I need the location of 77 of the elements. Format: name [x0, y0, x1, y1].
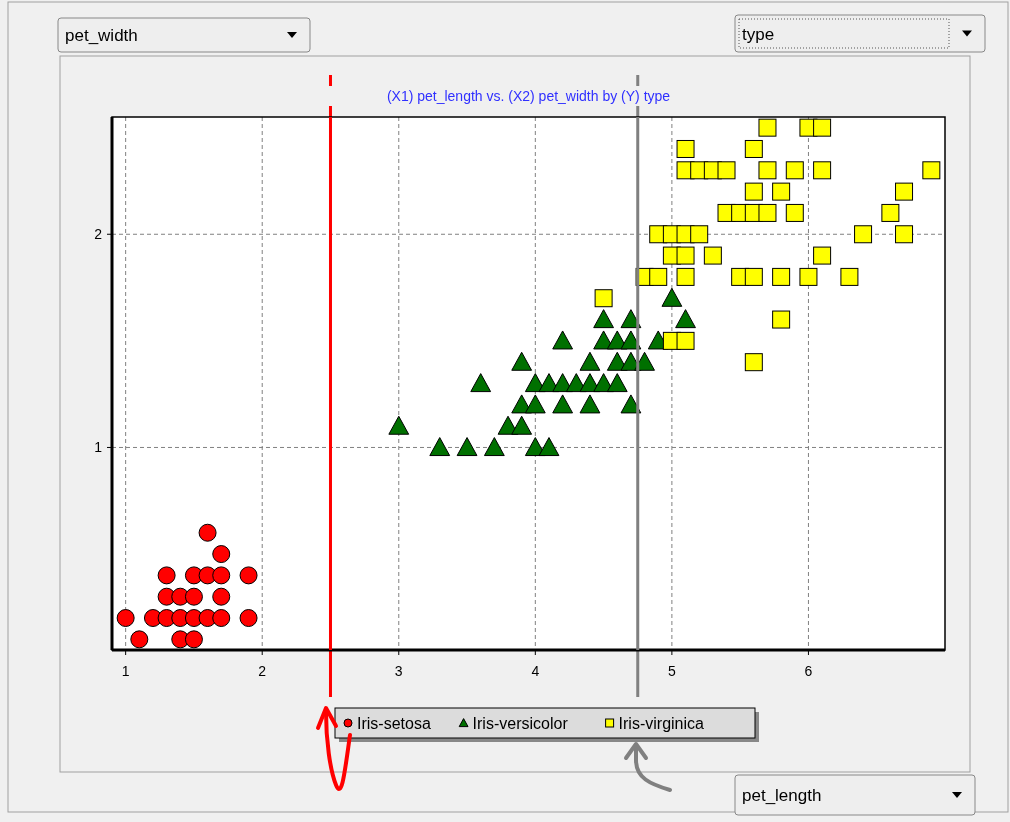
point	[594, 289, 613, 308]
point	[744, 353, 763, 372]
point	[429, 437, 451, 457]
point	[634, 351, 655, 371]
point	[895, 225, 914, 244]
point	[799, 267, 818, 286]
point	[772, 182, 791, 201]
point	[675, 309, 696, 329]
point	[813, 246, 832, 265]
point	[184, 587, 203, 606]
point	[895, 182, 914, 201]
point	[239, 609, 258, 628]
legend-label: Iris-setosa	[357, 715, 431, 732]
point	[620, 309, 642, 329]
point	[772, 267, 791, 286]
point	[620, 330, 642, 350]
point	[676, 246, 695, 265]
point	[813, 118, 832, 137]
point	[511, 351, 533, 371]
point	[717, 161, 736, 180]
point	[470, 373, 492, 393]
point	[552, 394, 574, 414]
point	[703, 246, 722, 265]
point	[854, 225, 873, 244]
point	[212, 566, 231, 585]
point	[744, 139, 763, 158]
point	[661, 287, 683, 307]
point	[620, 394, 642, 414]
point	[239, 566, 258, 585]
point	[538, 437, 560, 457]
point	[579, 394, 601, 414]
point	[606, 373, 628, 393]
point	[840, 267, 859, 286]
point	[157, 566, 176, 585]
text: pet_length	[742, 786, 822, 805]
point	[758, 118, 777, 137]
point	[922, 161, 941, 180]
x-tick-label: 5	[667, 663, 676, 679]
point	[785, 161, 804, 180]
legend-label: Iris-versicolor	[472, 715, 569, 732]
point	[388, 415, 410, 435]
point	[212, 545, 231, 564]
legend-label: Iris-virginica	[618, 715, 705, 732]
point	[758, 161, 777, 180]
text: type	[742, 24, 775, 44]
point	[579, 351, 601, 371]
x-tick-label: 1	[121, 663, 130, 679]
point	[744, 182, 763, 201]
point	[212, 587, 231, 606]
x-tick-label: 2	[258, 663, 267, 679]
point	[212, 609, 231, 628]
point	[456, 437, 478, 457]
text: pet_width	[65, 26, 138, 45]
chart-title: (X1) pet_length vs. (X2) pet_width by (Y) type	[386, 88, 671, 104]
point	[593, 309, 615, 329]
point	[758, 203, 777, 222]
point	[690, 225, 709, 244]
x-tick-label: 4	[531, 663, 540, 679]
point	[552, 330, 574, 350]
x-tick-label: 6	[804, 663, 813, 679]
point	[198, 523, 217, 542]
point	[524, 394, 546, 414]
point	[813, 161, 832, 180]
point	[483, 437, 505, 457]
point	[511, 415, 533, 435]
point	[744, 267, 763, 286]
point	[785, 203, 804, 222]
point	[676, 331, 695, 350]
point	[772, 310, 791, 329]
point	[184, 630, 203, 649]
point	[881, 203, 900, 222]
point	[649, 267, 668, 286]
x-tick-label: 3	[394, 663, 403, 679]
point	[116, 609, 135, 628]
point	[130, 630, 149, 649]
point	[676, 267, 695, 286]
point	[676, 139, 695, 158]
